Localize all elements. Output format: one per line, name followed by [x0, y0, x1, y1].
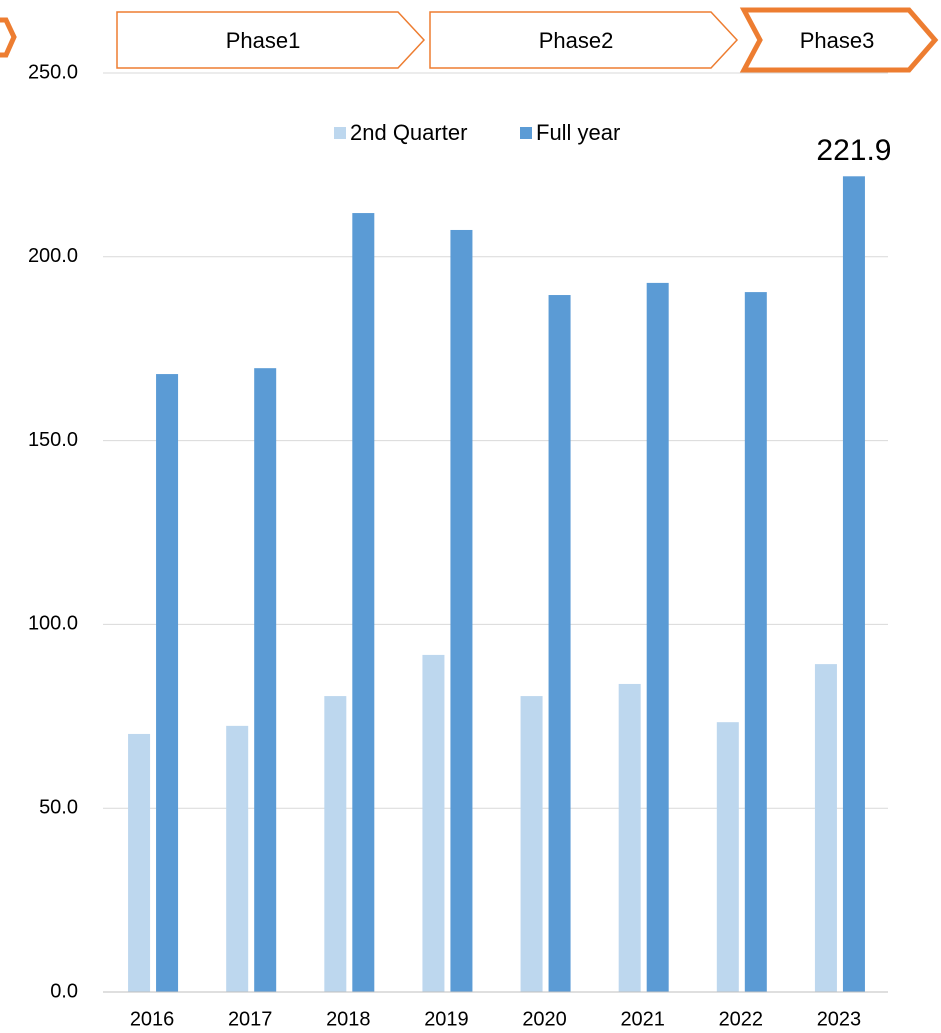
- x-tick-label: 2022: [719, 1008, 764, 1030]
- legend-swatch: [334, 127, 346, 139]
- legend-label: Full year: [536, 120, 620, 145]
- x-tick-label: 2023: [817, 1008, 862, 1030]
- x-tick-label: 2016: [130, 1008, 175, 1030]
- phase-label: Phase3: [800, 28, 875, 53]
- x-tick-label: 2019: [424, 1008, 469, 1030]
- bar: [422, 654, 445, 992]
- x-tick-label: 2018: [326, 1008, 371, 1030]
- x-tick-label: 2017: [228, 1008, 273, 1030]
- bar: [618, 683, 641, 992]
- bar: [744, 292, 767, 992]
- phase-label: Phase1: [226, 28, 301, 53]
- y-tick-label: 250.0: [28, 61, 78, 83]
- bar: [128, 733, 151, 992]
- data-label: 221.9: [816, 134, 891, 167]
- bar: [450, 229, 473, 992]
- phase-arrow: [0, 17, 17, 58]
- bar: [324, 696, 347, 992]
- bar: [814, 664, 837, 992]
- bar: [548, 295, 571, 992]
- x-tick-label: 2021: [620, 1008, 665, 1030]
- bar: [520, 696, 543, 992]
- legend-swatch: [520, 127, 532, 139]
- phase-arrow: [116, 11, 426, 69]
- x-tick-label: 2020: [522, 1008, 567, 1030]
- phase-arrow: [429, 11, 739, 69]
- y-tick-label: 100.0: [28, 613, 78, 635]
- legend-label: 2nd Quarter: [350, 120, 467, 145]
- bar: [646, 282, 669, 992]
- y-tick-label: 50.0: [39, 796, 78, 818]
- bar: [254, 368, 277, 992]
- y-tick-label: 0.0: [50, 980, 78, 1002]
- bar: [226, 725, 249, 992]
- phase-label: Phase2: [539, 28, 614, 53]
- phase-arrow-current: [739, 7, 939, 73]
- bar: [716, 722, 739, 992]
- bar: [842, 176, 865, 992]
- bar: [156, 374, 179, 992]
- y-tick-label: 200.0: [28, 245, 78, 267]
- y-tick-label: 150.0: [28, 429, 78, 451]
- bar: [352, 213, 375, 992]
